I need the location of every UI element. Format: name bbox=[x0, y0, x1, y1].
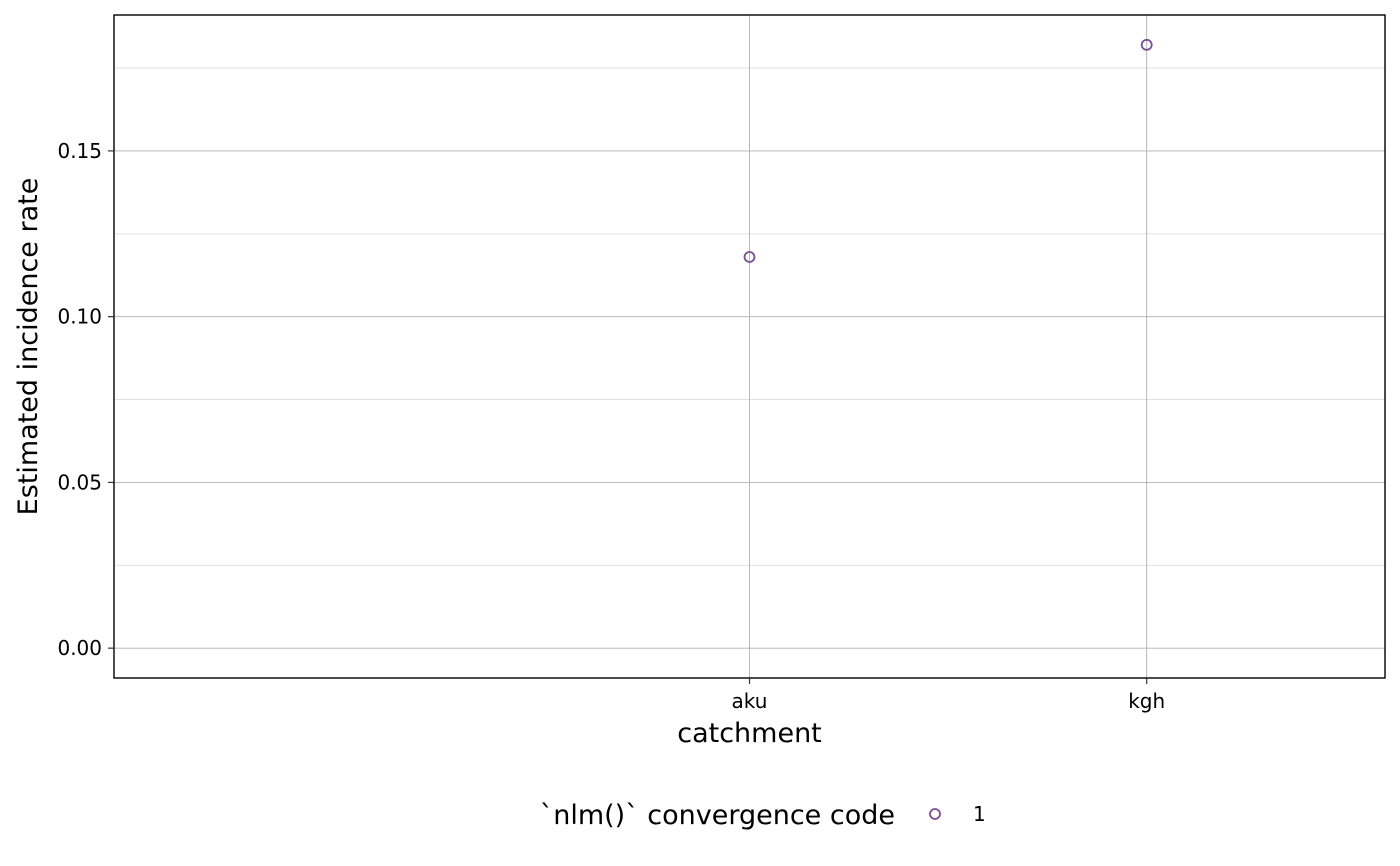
data-point bbox=[743, 251, 756, 263]
y-axis-title: Estimated incidence rate bbox=[13, 178, 44, 516]
data-point bbox=[1140, 38, 1153, 51]
legend: `nlm()` convergence code 1 bbox=[540, 800, 986, 831]
major-gridlines bbox=[114, 15, 1385, 678]
y-tick-label: 0.15 bbox=[57, 139, 102, 163]
y-axis-ticks: 0.00 0.05 0.10 0.15 bbox=[57, 139, 114, 660]
legend-title: `nlm()` convergence code bbox=[540, 800, 895, 831]
legend-key-marker bbox=[929, 808, 941, 820]
legend-entry-label: 1 bbox=[973, 802, 986, 826]
y-tick-label: 0.00 bbox=[57, 636, 102, 660]
x-tick-label: aku bbox=[732, 689, 768, 713]
y-tick-label: 0.05 bbox=[57, 470, 102, 494]
x-tick-label: kgh bbox=[1128, 689, 1165, 713]
y-tick-label: 0.10 bbox=[57, 305, 102, 329]
x-axis-ticks: aku kgh bbox=[732, 678, 1165, 713]
data-points bbox=[743, 38, 1153, 263]
x-axis-title: catchment bbox=[677, 718, 822, 749]
